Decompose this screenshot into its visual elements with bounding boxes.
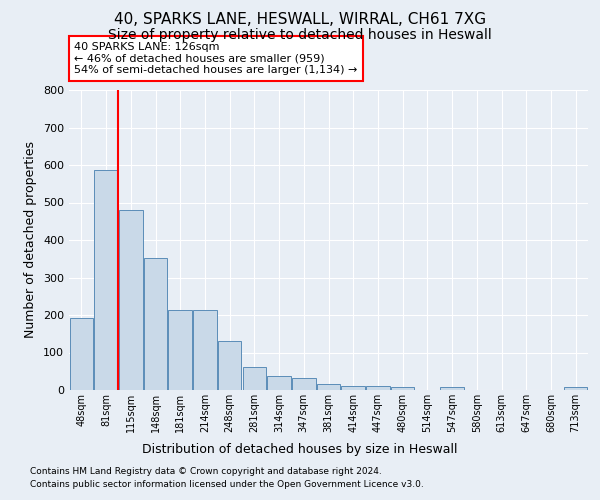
Bar xyxy=(193,310,217,390)
Bar xyxy=(94,170,118,390)
Bar xyxy=(564,387,587,390)
Bar xyxy=(292,378,316,390)
Bar xyxy=(218,341,241,390)
Bar xyxy=(317,384,340,390)
Bar xyxy=(70,318,93,390)
Bar xyxy=(440,387,464,390)
Bar xyxy=(391,387,415,390)
Bar xyxy=(366,386,389,390)
Text: Distribution of detached houses by size in Heswall: Distribution of detached houses by size … xyxy=(142,442,458,456)
Bar xyxy=(268,376,291,390)
Text: Contains public sector information licensed under the Open Government Licence v3: Contains public sector information licen… xyxy=(30,480,424,489)
Y-axis label: Number of detached properties: Number of detached properties xyxy=(25,142,37,338)
Bar xyxy=(169,310,192,390)
Text: 40 SPARKS LANE: 126sqm
← 46% of detached houses are smaller (959)
54% of semi-de: 40 SPARKS LANE: 126sqm ← 46% of detached… xyxy=(74,42,358,75)
Text: Size of property relative to detached houses in Heswall: Size of property relative to detached ho… xyxy=(108,28,492,42)
Text: 40, SPARKS LANE, HESWALL, WIRRAL, CH61 7XG: 40, SPARKS LANE, HESWALL, WIRRAL, CH61 7… xyxy=(114,12,486,28)
Bar xyxy=(341,386,365,390)
Bar xyxy=(144,258,167,390)
Text: Contains HM Land Registry data © Crown copyright and database right 2024.: Contains HM Land Registry data © Crown c… xyxy=(30,468,382,476)
Bar xyxy=(119,210,143,390)
Bar xyxy=(242,367,266,390)
